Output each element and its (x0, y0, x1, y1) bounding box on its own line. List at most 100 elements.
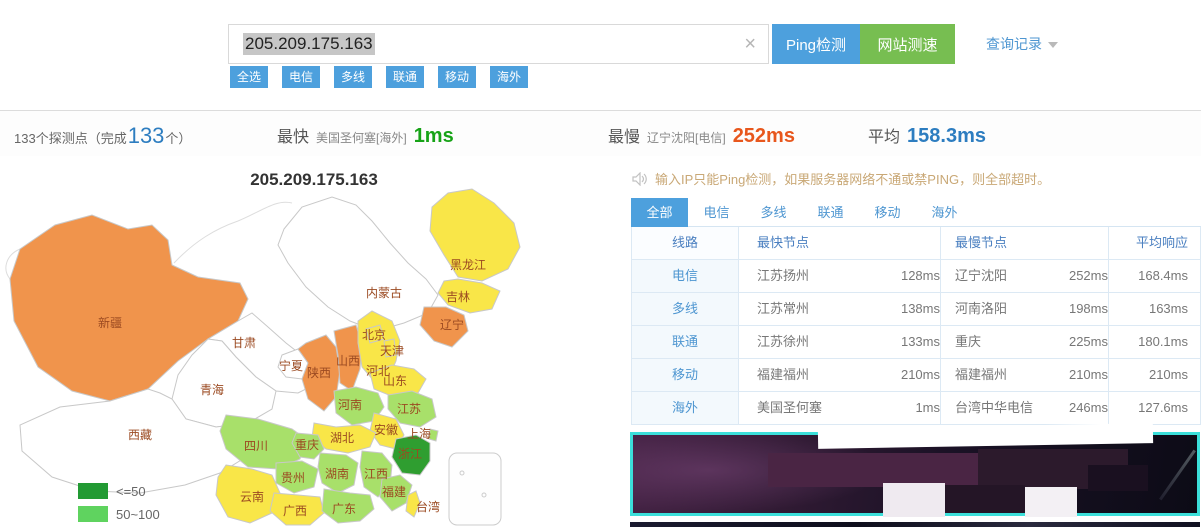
slowest-value: 252ms (732, 125, 795, 147)
cell-fast-node: 江苏徐州 (757, 334, 810, 349)
province-label: 云南 (240, 489, 264, 504)
ad-banner[interactable] (630, 423, 1200, 517)
province-fujian[interactable] (379, 474, 413, 512)
ad-banner-2[interactable] (630, 522, 1200, 527)
tab-liantong[interactable]: 联通 (817, 205, 844, 220)
province-label: 湖南 (325, 466, 349, 481)
notice-text: 输入IP只能Ping检测，如果服务器网络不通或禁PING，则全部超时。 (655, 172, 1051, 187)
province-label: 黑龙江 (450, 258, 486, 272)
cell-fast-ms: 128ms (900, 268, 940, 283)
col-average: 平均响应 (1135, 235, 1188, 250)
province-label: 四川 (244, 439, 268, 453)
fastest-node: 美国圣何塞[海外] (316, 131, 407, 145)
province-jilin[interactable] (437, 278, 501, 314)
filter-button[interactable]: 联通 (386, 66, 424, 88)
tab-dianxin[interactable]: 电信 (703, 205, 730, 220)
province-label: 甘肃 (232, 336, 256, 350)
province-beijing[interactable] (365, 324, 385, 344)
slowest-stat: 最慢 辽宁沈阳[电信] 252ms (608, 111, 795, 157)
table-row: 海外 美国圣何塞 1ms 台湾中华电信 246ms 127.6ms (632, 392, 1200, 425)
province-tianjin[interactable] (383, 338, 397, 358)
filter-button[interactable]: 全选 (230, 66, 268, 88)
province-label: 台湾 (416, 499, 440, 514)
filter-button[interactable]: 移动 (438, 66, 476, 88)
province-label: 西藏 (128, 428, 152, 442)
query-history-link[interactable]: 查询记录 (986, 34, 1058, 54)
search-input[interactable]: 205.209.175.163 × (228, 24, 769, 64)
table-row: 移动 福建福州 210ms 福建福州 210ms 210ms (632, 359, 1200, 392)
average-stat: 平均 158.3ms (868, 111, 986, 157)
cell-fast-ms: 210ms (900, 367, 940, 382)
cell-line: 电信 (632, 260, 739, 292)
average-label: 平均 (868, 129, 901, 146)
legend-item: <=50 (78, 483, 160, 499)
cell-fast-ms: 1ms (915, 400, 940, 415)
probe-summary: 133个探测点（完成 133 个） (14, 111, 191, 157)
filter-button[interactable]: 电信 (282, 66, 320, 88)
cell-avg: 163ms (1148, 301, 1188, 316)
tab-all[interactable]: 全部 (631, 198, 688, 227)
cell-slow-ms: 225ms (1068, 334, 1108, 349)
province-xinjiang[interactable] (9, 214, 249, 402)
ping-check-button[interactable]: Ping检测 (772, 24, 860, 64)
speaker-icon (632, 171, 647, 186)
province-label: 河北 (366, 364, 390, 378)
ad-banner-art (768, 453, 978, 487)
province-liaoning[interactable] (419, 306, 469, 348)
province-chongqing[interactable] (291, 432, 325, 460)
province-zhejiang[interactable] (391, 434, 431, 476)
chevron-down-icon (1048, 42, 1058, 49)
map-title: 205.209.175.163 (250, 170, 378, 189)
province-heilongjiang[interactable] (429, 188, 521, 282)
filter-bar: 全选 电信 多线 联通 移动 海外 (230, 66, 528, 88)
search-value: 205.209.175.163 (243, 33, 375, 55)
slowest-node: 辽宁沈阳[电信] (647, 131, 726, 145)
province-neimenggu[interactable] (277, 196, 439, 332)
province-shanghai[interactable] (428, 428, 439, 442)
province-label: 山西 (336, 354, 360, 368)
province-shanxi[interactable] (333, 324, 363, 392)
cell-line: 多线 (632, 293, 739, 325)
province-label: 江苏 (397, 402, 421, 416)
province-guangxi[interactable] (269, 492, 325, 526)
province-label: 宁夏 (279, 358, 303, 373)
province-guangdong[interactable] (321, 488, 375, 524)
probe-count: 133 (127, 123, 165, 148)
province-hunan[interactable] (317, 452, 359, 494)
province-label: 内蒙古 (366, 285, 402, 300)
ad-banner-art (1088, 465, 1148, 491)
slowest-label: 最慢 (608, 129, 641, 146)
filter-button[interactable]: 多线 (334, 66, 372, 88)
province-label: 重庆 (295, 438, 319, 452)
tab-yidong[interactable]: 移动 (874, 205, 901, 220)
cell-fast-node: 美国圣何塞 (757, 400, 823, 415)
map-legend: <=50 50~100 (78, 483, 160, 527)
tab-haiwai[interactable]: 海外 (931, 205, 958, 220)
province-yunnan[interactable] (215, 464, 281, 524)
cell-avg: 210ms (1148, 367, 1188, 382)
province-shandong[interactable] (369, 364, 427, 398)
fastest-stat: 最快 美国圣何塞[海外] 1ms (277, 111, 454, 157)
table-row: 多线 江苏常州 138ms 河南洛阳 198ms 163ms (632, 293, 1200, 326)
province-jiangsu[interactable] (387, 390, 437, 428)
province-label: 上海 (407, 426, 431, 441)
website-speed-button[interactable]: 网站测速 (860, 24, 955, 64)
cell-fast-ms: 138ms (900, 301, 940, 316)
cell-fast-node: 福建福州 (757, 367, 810, 382)
query-history-label: 查询记录 (986, 36, 1042, 52)
cell-slow-ms: 246ms (1068, 400, 1108, 415)
ad-banner-art (1025, 487, 1077, 517)
close-icon[interactable]: × (744, 33, 756, 55)
province-label: 浙江 (398, 447, 422, 461)
province-taiwan[interactable] (405, 490, 421, 518)
province-label: 陕西 (307, 365, 331, 380)
cell-slow-ms: 210ms (1068, 367, 1108, 382)
tab-duoxian[interactable]: 多线 (760, 205, 787, 220)
province-label: 北京 (362, 328, 386, 342)
probe-suffix: 个） (165, 131, 192, 146)
filter-button[interactable]: 海外 (490, 66, 528, 88)
legend-label: 50~100 (116, 506, 160, 522)
stats-bar: 133个探测点（完成 133 个） 最快 美国圣何塞[海外] 1ms 最慢 辽宁沈阳… (0, 110, 1201, 156)
province-shaanxi[interactable] (297, 334, 341, 412)
